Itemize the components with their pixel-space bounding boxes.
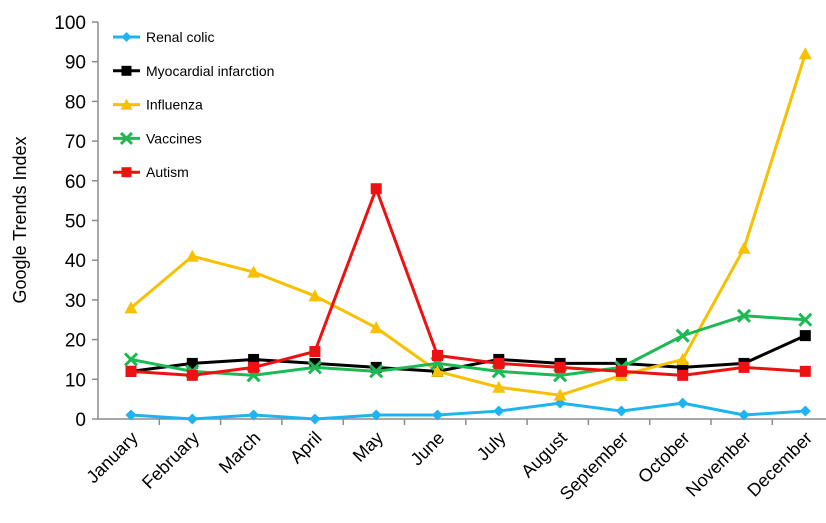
- series-renal-colic: [125, 397, 811, 425]
- x-tick-label: July: [473, 428, 510, 465]
- legend: Renal colic Myocardial infarction Influenz…: [113, 29, 274, 180]
- data-point: [309, 357, 321, 369]
- y-tick-label: 40: [65, 251, 86, 272]
- y-tick-label: 70: [65, 132, 86, 153]
- data-point: [432, 409, 443, 421]
- y-axis-title: Google Trends Index: [10, 136, 30, 303]
- x-tick-label: October: [634, 428, 693, 487]
- y-tick-label: 30: [65, 291, 86, 312]
- data-point: [799, 405, 811, 417]
- y-tick-label: 20: [65, 331, 86, 352]
- data-point: [248, 353, 260, 365]
- data-point: [309, 346, 321, 358]
- legend-label: Vaccines: [146, 130, 202, 146]
- data-point: [799, 330, 811, 342]
- data-point: [554, 361, 566, 373]
- data-point: [125, 409, 137, 421]
- legend-label: Influenza: [146, 97, 203, 113]
- x-tick-label: February: [138, 428, 203, 493]
- legend-swatch-marker: [121, 167, 132, 178]
- y-tick-label: 80: [65, 92, 86, 113]
- data-point: [615, 357, 627, 369]
- data-point: [799, 365, 811, 377]
- x-tick-label: November: [682, 428, 755, 501]
- data-point: [123, 352, 139, 367]
- data-point: [369, 321, 383, 334]
- data-point: [677, 361, 689, 373]
- data-point: [370, 409, 382, 421]
- y-tick-label: 100: [54, 13, 86, 34]
- y-tick-label: 10: [65, 370, 86, 391]
- data-point: [737, 241, 751, 254]
- data-point: [676, 352, 690, 365]
- legend-item: Renal colic: [113, 29, 214, 45]
- x-tick-label: April: [286, 428, 326, 468]
- series-autism: [125, 183, 811, 381]
- legend-label: Myocardial infarction: [146, 63, 274, 79]
- data-point: [493, 405, 505, 417]
- series-line: [130, 401, 806, 421]
- data-point: [308, 289, 322, 302]
- series-influenza: [124, 47, 812, 401]
- series-line: [130, 334, 806, 373]
- legend-item: Influenza: [113, 97, 203, 113]
- series-line: [130, 187, 806, 377]
- data-point: [431, 364, 444, 377]
- x-tick-label: May: [349, 428, 387, 466]
- x-tick-label: December: [743, 428, 816, 501]
- data-point: [248, 409, 260, 421]
- data-point: [186, 413, 198, 425]
- data-point: [492, 380, 506, 393]
- legend-item: Autism: [113, 164, 189, 180]
- data-point: [248, 361, 260, 373]
- legend-swatch-marker: [119, 131, 134, 145]
- data-point: [738, 409, 750, 421]
- data-point: [677, 397, 689, 409]
- series-line: [130, 53, 807, 397]
- axes: [97, 22, 826, 420]
- data-point: [185, 249, 199, 262]
- data-point: [309, 413, 321, 425]
- x-tick-label: June: [407, 428, 449, 470]
- x-tick-label: August: [517, 428, 571, 482]
- data-point: [186, 357, 198, 369]
- data-point: [675, 328, 690, 343]
- data-point: [186, 369, 198, 381]
- data-point: [369, 364, 384, 379]
- data-point: [738, 361, 750, 373]
- legend-swatch-marker: [121, 32, 132, 42]
- legend-swatch-marker: [120, 98, 133, 110]
- x-tick-label: March: [215, 428, 265, 478]
- y-tick-label: 0: [75, 410, 86, 431]
- data-point: [736, 308, 752, 323]
- data-point: [124, 301, 138, 314]
- data-point: [370, 361, 382, 373]
- data-point: [677, 369, 689, 381]
- legend-swatch-marker: [121, 65, 132, 76]
- data-point: [798, 312, 813, 327]
- data-point: [615, 405, 627, 417]
- data-point: [247, 265, 261, 278]
- legend-label: Renal colic: [146, 29, 214, 45]
- legend-item: Vaccines: [113, 130, 202, 146]
- data-point: [370, 183, 382, 195]
- legend-label: Autism: [146, 164, 189, 180]
- x-tick-label: January: [82, 428, 141, 487]
- data-point: [798, 47, 812, 60]
- series: [123, 47, 813, 425]
- y-tick-label: 60: [65, 172, 86, 193]
- y-tick-label: 50: [65, 212, 86, 233]
- y-tick-label: 90: [65, 53, 86, 74]
- data-point: [125, 365, 137, 377]
- data-point: [493, 357, 505, 369]
- data-point: [615, 365, 627, 377]
- data-point: [553, 388, 567, 401]
- legend-item: Myocardial infarction: [113, 63, 274, 79]
- data-point: [307, 360, 322, 375]
- data-point: [432, 349, 443, 361]
- series-line: [130, 314, 806, 377]
- y-axis-ticks: 0 10 20 30 40 50 60 70 80 90 100: [54, 13, 98, 431]
